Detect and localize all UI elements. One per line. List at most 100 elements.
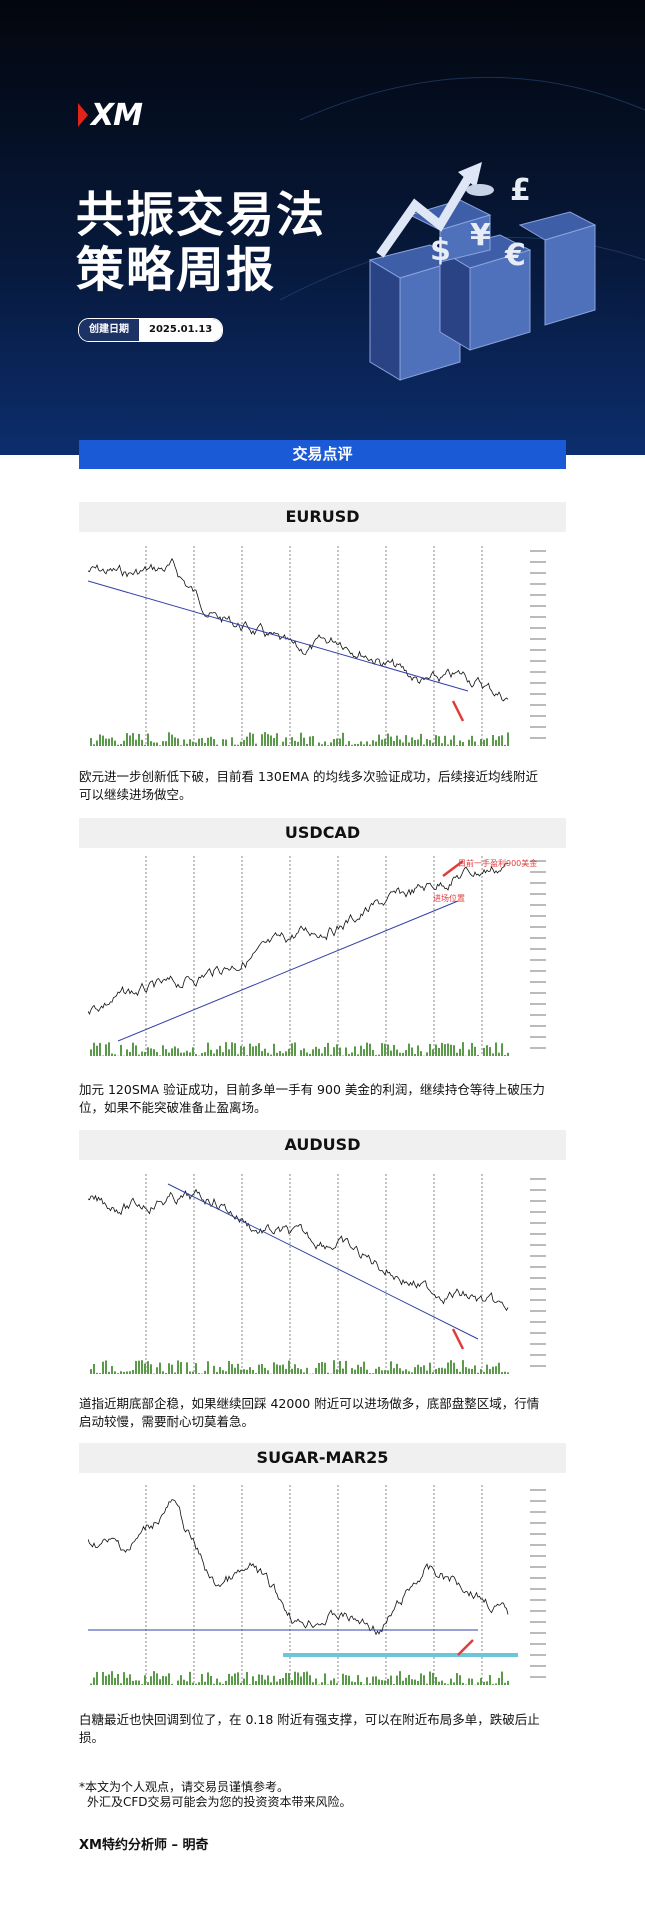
volume-bar <box>222 1370 224 1375</box>
volume-bar <box>300 1676 302 1685</box>
volume-bar <box>123 1371 125 1375</box>
volume-bar <box>174 737 176 747</box>
volume-bar <box>168 1052 170 1057</box>
volume-bar <box>399 1052 401 1056</box>
volume-bar <box>423 744 425 747</box>
volume-bar <box>336 1683 338 1686</box>
volume-bar <box>156 1052 158 1056</box>
volume-bar <box>144 744 146 746</box>
volume-bar <box>504 1682 506 1685</box>
volume-bar <box>288 1673 290 1686</box>
volume-bar <box>111 1053 113 1057</box>
volume-bar <box>108 1371 110 1375</box>
volume-bar <box>126 1677 128 1686</box>
volume-bar <box>219 1045 221 1057</box>
price-line <box>88 1499 509 1636</box>
volume-bar <box>453 735 455 747</box>
volume-bar <box>372 1676 374 1685</box>
volume-bar <box>366 741 368 747</box>
volume-bar <box>354 1369 356 1375</box>
price-line <box>88 1188 509 1312</box>
volume-bar <box>111 1366 113 1375</box>
price-line <box>88 862 509 1015</box>
chart-bg <box>88 851 558 1066</box>
volume-bar <box>378 1054 380 1056</box>
volume-bar <box>228 1673 230 1686</box>
volume-bar <box>456 1368 458 1374</box>
volume-bar <box>96 1372 98 1375</box>
volume-bar <box>198 1682 200 1686</box>
volume-bar <box>381 1043 383 1057</box>
volume-bar <box>501 735 503 746</box>
title-line: 共振交易法 <box>76 187 327 243</box>
volume-bar <box>114 1054 116 1056</box>
volume-bar <box>168 1363 170 1375</box>
volume-bar <box>228 1360 230 1375</box>
volume-bar <box>351 1052 353 1056</box>
chart-bg <box>88 541 558 756</box>
volume-bar <box>120 1683 122 1686</box>
volume-bar <box>162 1045 164 1056</box>
volume-bar <box>153 1671 155 1686</box>
volume-bar <box>390 1675 392 1686</box>
volume-bar <box>96 740 98 747</box>
volume-bar <box>102 735 104 746</box>
volume-bar <box>321 1682 323 1686</box>
volume-bar <box>504 744 506 747</box>
volume-bar <box>297 1672 299 1685</box>
volume-bar <box>186 1362 188 1375</box>
volume-bar <box>369 744 371 746</box>
volume-bar <box>363 1361 365 1374</box>
volume-bar <box>504 1055 506 1057</box>
review-text: 白糖最近也快回调到位了，在 0.18 附近有强支撑，可以在附近布局多单，跌破后止… <box>79 1712 540 1745</box>
volume-bar <box>198 1373 200 1375</box>
volume-bar <box>306 1052 308 1057</box>
volume-bar <box>90 738 92 746</box>
volume-bar <box>225 1680 227 1685</box>
volume-bar <box>378 1366 380 1375</box>
pound-icon: £ <box>510 173 531 208</box>
volume-bar <box>213 1683 215 1686</box>
volume-bar <box>393 1044 395 1056</box>
volume-bar <box>348 741 350 746</box>
volume-bar <box>303 1672 305 1686</box>
volume-bar <box>270 1054 272 1056</box>
volume-bar <box>216 1049 218 1057</box>
volume-bar <box>450 1678 452 1686</box>
volume-bar <box>156 742 158 746</box>
volume-bar <box>498 1677 500 1686</box>
volume-bar <box>231 1676 233 1685</box>
volume-bar <box>414 1367 416 1375</box>
volume-bar <box>429 740 431 747</box>
volume-bar <box>120 1371 122 1374</box>
volume-bar <box>165 1049 167 1056</box>
volume-bar <box>459 1048 461 1056</box>
volume-bar <box>363 1049 365 1057</box>
volume-bar <box>489 1675 491 1686</box>
volume-bar <box>390 1361 392 1375</box>
volume-bar <box>393 1368 395 1374</box>
volume-bar <box>375 741 377 747</box>
volume-bar <box>354 743 356 746</box>
volume-bar <box>378 734 380 746</box>
volume-bar <box>93 1042 95 1056</box>
price-line <box>88 557 509 702</box>
volume-bar <box>234 1367 236 1375</box>
volume-bar <box>138 733 140 747</box>
volume-bar <box>480 1369 482 1374</box>
volume-bar <box>312 1049 314 1057</box>
volume-bar <box>483 1371 485 1374</box>
volume-bar <box>291 1368 293 1374</box>
volume-bar <box>234 1673 236 1685</box>
volume-bar <box>312 736 314 746</box>
volume-bar <box>483 1681 485 1685</box>
dollar-icon: $ <box>430 233 451 268</box>
volume-bar <box>459 1371 461 1375</box>
volume-bar <box>414 739 416 746</box>
volume-bar <box>129 735 131 747</box>
volume-bar <box>462 1042 464 1056</box>
volume-bar <box>108 1042 110 1056</box>
volume-bar <box>495 1683 497 1686</box>
volume-bar <box>474 1046 476 1056</box>
volume-bar <box>189 1671 191 1686</box>
